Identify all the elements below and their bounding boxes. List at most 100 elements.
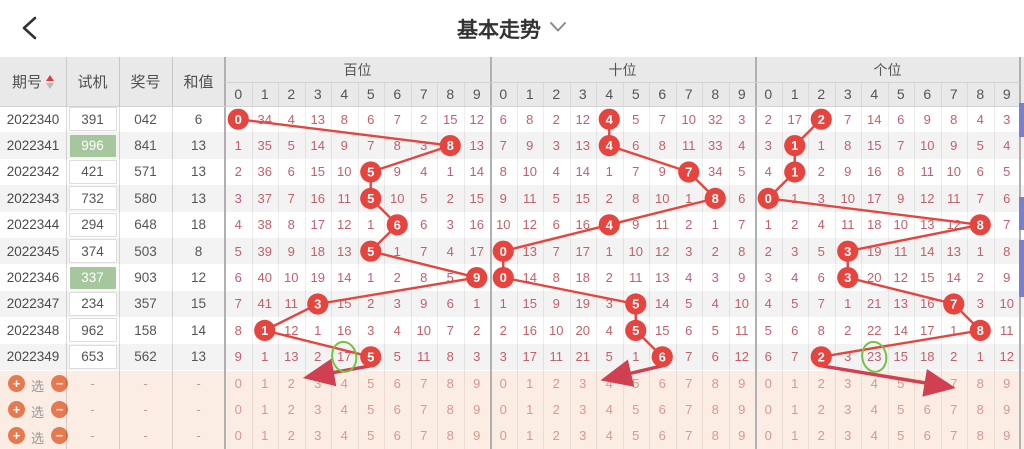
select-digit-cell[interactable]: 8 [976, 428, 984, 444]
select-digit-cell[interactable]: 0 [234, 402, 242, 418]
select-digit-cell[interactable]: 6 [923, 402, 931, 418]
select-digit-cell[interactable]: 1 [526, 376, 534, 392]
select-digit-cell[interactable]: 8 [446, 402, 454, 418]
select-digit-cell[interactable]: 5 [632, 402, 640, 418]
select-digit-cell[interactable]: 1 [526, 402, 534, 418]
minus-button[interactable]: − [51, 426, 68, 444]
select-digit-cell[interactable]: 6 [393, 428, 401, 444]
select-digit-cell[interactable]: 1 [791, 376, 799, 392]
select-digit-cell[interactable]: 4 [870, 402, 878, 418]
select-digit-cell[interactable]: 3 [314, 428, 322, 444]
select-digit-cell[interactable]: 2 [287, 376, 295, 392]
select-digit-cell[interactable]: 0 [234, 428, 242, 444]
back-button[interactable] [16, 13, 46, 43]
select-digit-cell[interactable]: 2 [287, 428, 295, 444]
select-digit-cell[interactable]: 9 [473, 428, 481, 444]
select-digit-cell[interactable]: 2 [287, 402, 295, 418]
select-digit-cell[interactable]: 6 [923, 428, 931, 444]
select-digit-cell[interactable]: 7 [420, 428, 428, 444]
select-digit-cell[interactable]: 1 [261, 402, 269, 418]
select-digit-cell[interactable]: 5 [367, 428, 375, 444]
select-digit-cell[interactable]: 5 [367, 402, 375, 418]
select-digit-cell[interactable]: 5 [632, 428, 640, 444]
select-digit-cell[interactable]: 8 [711, 428, 719, 444]
select-digit-cell[interactable]: 9 [738, 402, 746, 418]
select-digit-cell[interactable]: 7 [685, 428, 693, 444]
select-digit-cell[interactable]: 6 [923, 376, 931, 392]
select-digit-cell[interactable]: 9 [473, 402, 481, 418]
minus-button[interactable]: − [51, 400, 68, 418]
select-digit-cell[interactable]: 2 [552, 376, 560, 392]
select-digit-cell[interactable]: 2 [817, 376, 825, 392]
select-digit-cell[interactable]: 3 [314, 402, 322, 418]
select-digit-cell[interactable]: 7 [420, 376, 428, 392]
plus-button[interactable]: + [8, 400, 25, 418]
select-digit-cell[interactable]: 9 [1003, 428, 1011, 444]
select-digit-cell[interactable]: 2 [552, 402, 560, 418]
select-digit-cell[interactable]: 8 [976, 402, 984, 418]
select-digit-cell[interactable]: 2 [552, 428, 560, 444]
select-digit-cell[interactable]: 3 [579, 402, 587, 418]
select-digit-cell[interactable]: 1 [791, 428, 799, 444]
select-digit-cell[interactable]: 7 [420, 402, 428, 418]
plus-button[interactable]: + [8, 426, 25, 444]
select-digit-cell[interactable]: 4 [870, 376, 878, 392]
minus-button[interactable]: − [51, 374, 68, 392]
select-digit-cell[interactable]: 5 [897, 402, 905, 418]
select-digit-cell[interactable]: 9 [738, 428, 746, 444]
select-digit-cell[interactable]: 9 [473, 376, 481, 392]
cell-separator [357, 82, 359, 449]
select-digit-cell[interactable]: 5 [367, 376, 375, 392]
select-digit-cell[interactable]: 4 [340, 402, 348, 418]
select-digit-cell[interactable]: 9 [738, 376, 746, 392]
select-digit-cell[interactable]: 7 [685, 376, 693, 392]
select-digit-cell[interactable]: 4 [340, 428, 348, 444]
select-digit-cell[interactable]: 9 [1003, 376, 1011, 392]
select-digit-cell[interactable]: 8 [976, 376, 984, 392]
select-digit-cell[interactable]: 9 [1003, 402, 1011, 418]
select-digit-cell[interactable]: 8 [711, 376, 719, 392]
select-digit-cell[interactable]: 3 [844, 428, 852, 444]
select-digit-cell[interactable]: 4 [605, 402, 613, 418]
select-digit-cell[interactable]: 4 [340, 376, 348, 392]
select-digit-cell[interactable]: 4 [605, 428, 613, 444]
select-digit-cell[interactable]: 3 [844, 376, 852, 392]
select-digit-cell[interactable]: 1 [261, 428, 269, 444]
select-digit-cell[interactable]: 7 [950, 376, 958, 392]
select-digit-cell[interactable]: 2 [817, 402, 825, 418]
select-digit-cell[interactable]: 3 [579, 428, 587, 444]
select-digit-cell[interactable]: 0 [764, 402, 772, 418]
select-digit-cell[interactable]: 0 [499, 402, 507, 418]
select-digit-cell[interactable]: 6 [658, 402, 666, 418]
select-digit-cell[interactable]: 8 [446, 428, 454, 444]
select-digit-cell[interactable]: 1 [791, 402, 799, 418]
plus-button[interactable]: + [8, 374, 25, 392]
select-digit-cell[interactable]: 6 [393, 376, 401, 392]
title-dropdown[interactable] [549, 20, 567, 38]
select-digit-cell[interactable]: 6 [658, 376, 666, 392]
select-digit-cell[interactable]: 5 [897, 376, 905, 392]
select-digit-cell[interactable]: 4 [870, 428, 878, 444]
select-digit-cell[interactable]: 1 [526, 428, 534, 444]
select-digit-cell[interactable]: 0 [234, 376, 242, 392]
select-digit-cell[interactable]: 8 [446, 376, 454, 392]
select-digit-cell[interactable]: 6 [393, 402, 401, 418]
select-digit-cell[interactable]: 5 [632, 376, 640, 392]
select-digit-cell[interactable]: 3 [579, 376, 587, 392]
column-header-issue[interactable]: 期号 [0, 57, 66, 106]
select-digit-cell[interactable]: 2 [817, 428, 825, 444]
select-digit-cell[interactable]: 0 [499, 376, 507, 392]
select-digit-cell[interactable]: 1 [261, 376, 269, 392]
select-digit-cell[interactable]: 0 [764, 428, 772, 444]
select-digit-cell[interactable]: 6 [658, 428, 666, 444]
select-digit-cell[interactable]: 3 [844, 402, 852, 418]
select-digit-cell[interactable]: 5 [897, 428, 905, 444]
select-digit-cell[interactable]: 7 [950, 402, 958, 418]
select-digit-cell[interactable]: 0 [764, 376, 772, 392]
select-digit-cell[interactable]: 7 [685, 402, 693, 418]
select-digit-cell[interactable]: 4 [605, 376, 613, 392]
select-digit-cell[interactable]: 7 [950, 428, 958, 444]
select-digit-cell[interactable]: 3 [314, 376, 322, 392]
select-digit-cell[interactable]: 0 [499, 428, 507, 444]
select-digit-cell[interactable]: 8 [711, 402, 719, 418]
